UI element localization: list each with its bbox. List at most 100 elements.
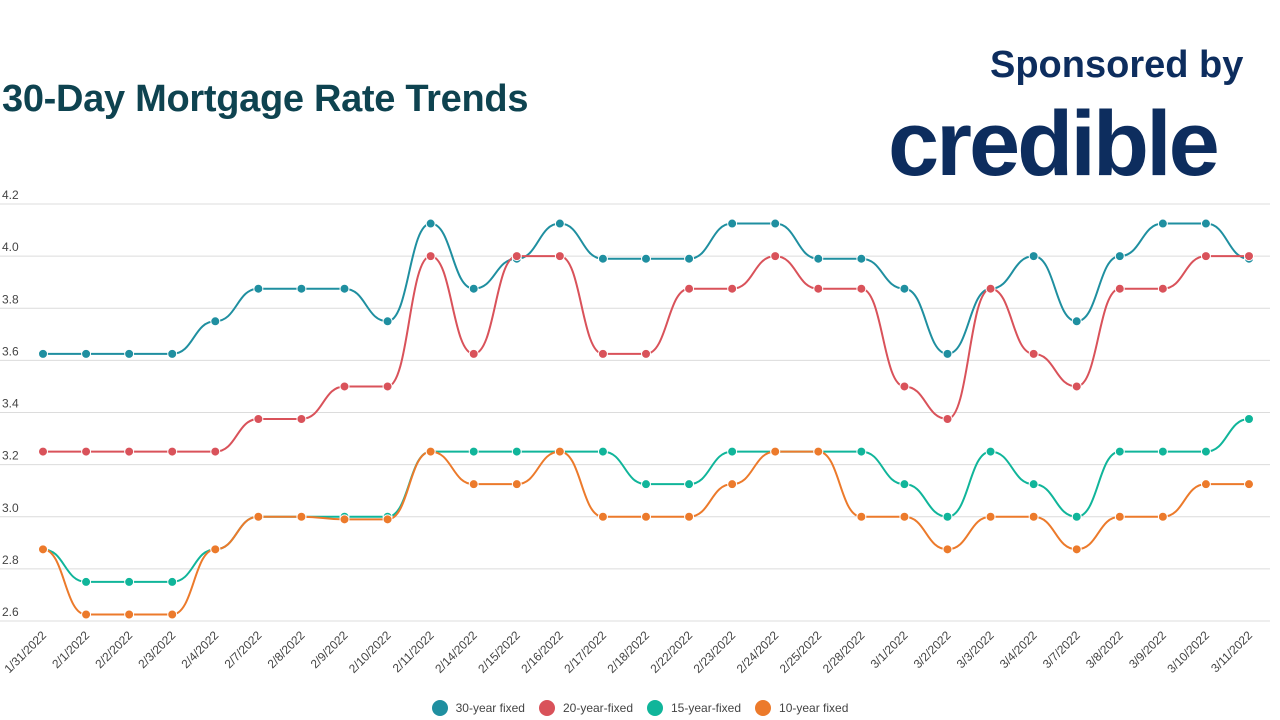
data-point xyxy=(899,283,910,294)
data-point xyxy=(167,348,178,359)
x-tick-label: 3/3/2022 xyxy=(954,628,997,671)
data-point xyxy=(1200,446,1211,457)
data-point xyxy=(899,381,910,392)
legend-item[interactable]: 20-year-fixed xyxy=(538,700,633,716)
data-point xyxy=(1071,511,1082,522)
data-point xyxy=(124,576,135,587)
legend-dot-icon xyxy=(431,700,448,716)
data-point xyxy=(382,514,393,525)
data-point xyxy=(1157,218,1168,229)
series-line-3 xyxy=(42,450,1249,616)
y-tick-label: 2.8 xyxy=(2,553,19,567)
data-point xyxy=(339,514,350,525)
legend-label: 30-year fixed xyxy=(455,701,525,715)
data-point xyxy=(813,446,824,457)
data-point xyxy=(81,446,92,457)
data-point xyxy=(641,348,651,359)
data-point xyxy=(1244,251,1254,262)
data-point xyxy=(1244,414,1254,425)
data-point xyxy=(985,511,996,522)
data-point xyxy=(942,544,953,555)
data-point xyxy=(124,446,135,457)
data-point xyxy=(942,348,953,359)
data-point xyxy=(856,283,867,294)
data-point xyxy=(1071,544,1082,555)
sponsor-text: Sponsored by xyxy=(990,44,1244,86)
chart-legend: 30-year fixed 20-year-fixed 15-year-fixed 1… xyxy=(0,700,1280,716)
x-tick-label: 2/14/2022 xyxy=(432,628,480,676)
x-tick-label: 2/9/2022 xyxy=(308,628,351,671)
legend-item[interactable]: 10-year fixed xyxy=(755,700,848,716)
x-tick-label: 2/24/2022 xyxy=(734,628,782,676)
y-tick-label: 3.2 xyxy=(2,449,19,463)
data-point xyxy=(1028,479,1039,490)
x-tick-label: 2/22/2022 xyxy=(648,628,696,676)
x-tick-label: 3/9/2022 xyxy=(1126,628,1169,671)
data-point xyxy=(339,381,350,392)
y-tick-label: 2.6 xyxy=(2,605,19,619)
data-point xyxy=(1157,446,1168,457)
y-tick-label: 3.8 xyxy=(2,292,19,306)
data-point xyxy=(985,446,996,457)
x-tick-label: 3/11/2022 xyxy=(1208,628,1255,675)
data-point xyxy=(942,414,953,425)
x-tick-label: 2/1/2022 xyxy=(49,628,92,671)
data-point xyxy=(296,283,307,294)
x-tick-label: 2/23/2022 xyxy=(691,628,739,676)
x-tick-label: 1/31/2022 xyxy=(1,628,49,676)
data-point xyxy=(942,511,953,522)
data-point xyxy=(1200,251,1211,262)
legend-dot-icon xyxy=(755,700,772,716)
x-tick-label: 2/18/2022 xyxy=(604,628,652,676)
data-point xyxy=(425,251,436,262)
legend-label: 20-year-fixed xyxy=(562,701,633,715)
data-point xyxy=(167,609,178,620)
data-point xyxy=(210,316,221,327)
data-point xyxy=(425,218,436,229)
data-point xyxy=(1028,511,1039,522)
data-point xyxy=(1071,316,1082,327)
data-point xyxy=(253,414,264,425)
data-point xyxy=(124,609,135,620)
data-point xyxy=(468,446,479,457)
data-point xyxy=(554,218,565,229)
data-point xyxy=(727,283,738,294)
data-point xyxy=(899,511,910,522)
data-point xyxy=(770,218,781,229)
data-point xyxy=(339,283,350,294)
data-point xyxy=(253,283,264,294)
x-tick-label: 3/4/2022 xyxy=(997,628,1040,671)
data-point xyxy=(210,446,221,457)
data-point xyxy=(813,283,824,294)
data-point xyxy=(727,446,738,457)
data-point xyxy=(770,251,781,262)
data-point xyxy=(1028,348,1039,359)
data-point xyxy=(684,479,695,490)
data-point xyxy=(1200,218,1211,229)
data-point xyxy=(511,251,522,262)
x-tick-label: 2/15/2022 xyxy=(475,628,523,676)
data-point xyxy=(985,283,996,294)
series-line-2 xyxy=(42,418,1250,583)
series-line-0 xyxy=(42,222,1250,355)
legend-item[interactable]: 30-year fixed xyxy=(431,700,525,716)
data-point xyxy=(1114,283,1125,294)
data-point xyxy=(554,251,565,262)
x-tick-label: 2/8/2022 xyxy=(265,628,308,671)
data-point xyxy=(641,253,651,264)
data-point xyxy=(382,316,393,327)
line-chart: 2.6 2.8 3.0 3.2 3.4 3.6 3.8 4.0 4.2 1/31/2022 2/1/… xyxy=(0,188,1270,676)
data-point xyxy=(1114,511,1125,522)
credible-logo: credible xyxy=(888,93,1220,195)
data-point xyxy=(38,544,48,555)
data-point xyxy=(554,446,565,457)
data-point xyxy=(81,348,92,359)
data-point xyxy=(468,479,479,490)
legend-item[interactable]: 15-year-fixed xyxy=(647,700,741,716)
data-point xyxy=(597,446,608,457)
series-line-1 xyxy=(42,255,1249,453)
data-point xyxy=(1028,251,1039,262)
data-point xyxy=(597,253,608,264)
data-point xyxy=(124,348,135,359)
x-tick-label: 3/8/2022 xyxy=(1083,628,1126,671)
